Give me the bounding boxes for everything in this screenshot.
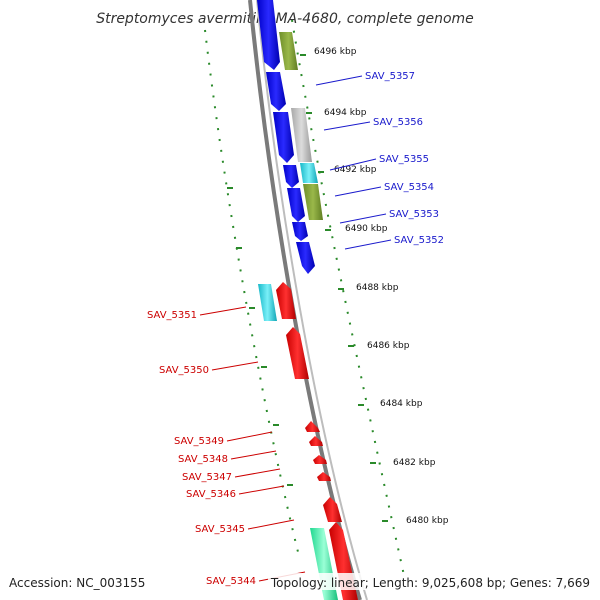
gene-arrow-SAV_5351[interactable] — [276, 282, 296, 319]
lower-strand-genes — [258, 282, 358, 600]
gene-label-SAV_5354[interactable]: SAV_5354 — [384, 182, 434, 193]
gene-block-cyan-2[interactable] — [258, 284, 277, 321]
tick-label: 6480 kbp — [406, 516, 449, 526]
gene-arrow-SAV_5348[interactable] — [309, 436, 323, 446]
footer-stats-bg — [268, 573, 594, 590]
gene-label-SAV_5356[interactable]: SAV_5356 — [373, 117, 423, 128]
tick-label: 6482 kbp — [393, 458, 436, 468]
tick-label: 6492 kbp — [334, 165, 377, 175]
gene-arrow-SAV_5356[interactable] — [266, 72, 286, 111]
gene-label-SAV_5351[interactable]: SAV_5351 — [147, 310, 197, 321]
gene-block-olive-2[interactable] — [303, 184, 323, 220]
gene-arrow-SAV_5357[interactable] — [257, 0, 280, 70]
gene-arrow-SAV_5350[interactable] — [286, 327, 309, 379]
upper-strand-genes — [257, 0, 323, 274]
ruler-labels: 6496 kbp 6494 kbp 6492 kbp 6490 kbp 6488… — [314, 47, 449, 526]
gene-label-SAV_5344[interactable]: SAV_5344 — [206, 576, 256, 587]
gene-arrow-SAV_5352[interactable] — [296, 242, 315, 274]
gene-label-SAV_5355[interactable]: SAV_5355 — [379, 154, 429, 165]
tick-label: 6486 kbp — [367, 341, 410, 351]
gene-arrow-SAV_5354[interactable] — [283, 165, 299, 188]
gene-arrow-SAV_5355[interactable] — [273, 112, 294, 163]
gene-label-SAV_5346[interactable]: SAV_5346 — [186, 489, 236, 500]
genome-stats-text: Topology: linear; Length: 9,025,608 bp; … — [270, 576, 590, 590]
gene-label-SAV_5353[interactable]: SAV_5353 — [389, 209, 439, 220]
tick-label: 6490 kbp — [345, 224, 388, 234]
ruler-major-ticks — [227, 54, 388, 522]
tick-label: 6488 kbp — [356, 283, 399, 293]
gene-block-gray[interactable] — [291, 108, 312, 162]
gene-block-cyan[interactable] — [300, 163, 318, 183]
gene-arrow-SAV_5346[interactable] — [317, 472, 331, 481]
genome-title: Streptomyces avermitilis MA-4680, comple… — [96, 11, 474, 27]
gene-block-olive[interactable] — [279, 32, 298, 70]
gene-arrow-SAV_5352a[interactable] — [292, 222, 308, 241]
gene-label-SAV_5345[interactable]: SAV_5345 — [195, 524, 245, 535]
tick-label: 6496 kbp — [314, 47, 357, 57]
gene-arrow-SAV_5347[interactable] — [313, 455, 327, 464]
tick-label: 6494 kbp — [324, 108, 367, 118]
gene-label-SAV_5352[interactable]: SAV_5352 — [394, 235, 444, 246]
gene-arrow-SAV_5353[interactable] — [287, 188, 305, 222]
gene-arrow-SAV_5345[interactable] — [323, 497, 342, 522]
gene-label-SAV_5357[interactable]: SAV_5357 — [365, 71, 415, 82]
gene-label-SAV_5349[interactable]: SAV_5349 — [174, 436, 224, 447]
ruler-dotted-lines — [204, 19, 406, 581]
accession-text: Accession: NC_003155 — [9, 576, 145, 590]
tick-label: 6484 kbp — [380, 399, 423, 409]
gene-label-SAV_5347[interactable]: SAV_5347 — [182, 472, 232, 483]
gene-label-SAV_5348[interactable]: SAV_5348 — [178, 454, 228, 465]
gene-label-SAV_5350[interactable]: SAV_5350 — [159, 365, 209, 376]
gene-arrow-SAV_5349[interactable] — [305, 421, 320, 432]
upper-gene-labels — [315, 75, 392, 250]
